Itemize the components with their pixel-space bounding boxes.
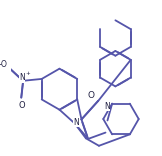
Text: N: N [105,102,110,111]
Text: +: + [25,71,30,76]
Text: O: O [87,91,94,100]
Text: O: O [19,100,25,110]
Text: N: N [73,118,79,127]
Text: -O: -O [0,61,7,69]
Text: N: N [19,73,25,83]
